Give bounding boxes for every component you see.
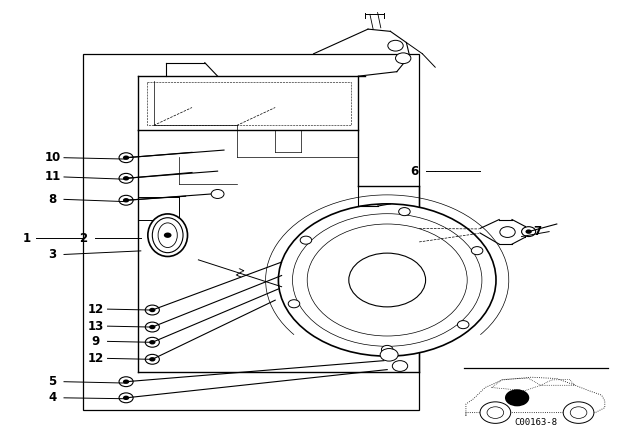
Text: 3: 3 bbox=[49, 248, 56, 261]
Circle shape bbox=[480, 402, 511, 423]
Circle shape bbox=[149, 325, 156, 329]
Circle shape bbox=[300, 236, 312, 244]
Ellipse shape bbox=[152, 218, 183, 253]
Circle shape bbox=[487, 407, 504, 418]
Circle shape bbox=[525, 229, 532, 234]
Ellipse shape bbox=[148, 214, 188, 256]
Circle shape bbox=[381, 345, 393, 353]
Circle shape bbox=[278, 204, 496, 356]
Polygon shape bbox=[466, 377, 605, 416]
Circle shape bbox=[522, 227, 536, 237]
Text: 8: 8 bbox=[49, 193, 56, 206]
Circle shape bbox=[570, 407, 587, 418]
Circle shape bbox=[145, 305, 159, 315]
Text: 6: 6 bbox=[411, 164, 419, 178]
Circle shape bbox=[119, 153, 133, 163]
Circle shape bbox=[145, 337, 159, 347]
Text: 4: 4 bbox=[49, 391, 56, 405]
Circle shape bbox=[388, 40, 403, 51]
Circle shape bbox=[164, 233, 172, 238]
Text: 1: 1 bbox=[23, 232, 31, 245]
Circle shape bbox=[123, 379, 129, 384]
Text: 11: 11 bbox=[44, 170, 61, 184]
Circle shape bbox=[145, 322, 159, 332]
Circle shape bbox=[119, 377, 133, 387]
Circle shape bbox=[458, 321, 469, 329]
Circle shape bbox=[288, 300, 300, 308]
Bar bbox=[83, 54, 419, 410]
Circle shape bbox=[123, 155, 129, 160]
Circle shape bbox=[563, 402, 594, 423]
Text: 12: 12 bbox=[88, 352, 104, 365]
Circle shape bbox=[119, 393, 133, 403]
Circle shape bbox=[380, 349, 398, 361]
Circle shape bbox=[119, 173, 133, 183]
Text: 7: 7 bbox=[534, 225, 541, 238]
Text: Z: Z bbox=[234, 268, 244, 280]
Text: 2: 2 bbox=[79, 232, 87, 245]
Circle shape bbox=[211, 190, 224, 198]
Circle shape bbox=[471, 246, 483, 254]
Ellipse shape bbox=[158, 223, 177, 247]
Text: 13: 13 bbox=[88, 319, 104, 333]
Circle shape bbox=[149, 357, 156, 362]
Circle shape bbox=[123, 396, 129, 400]
Circle shape bbox=[392, 361, 408, 371]
Circle shape bbox=[119, 195, 133, 205]
Circle shape bbox=[123, 198, 129, 202]
Circle shape bbox=[396, 53, 411, 64]
Circle shape bbox=[500, 227, 515, 237]
Text: 12: 12 bbox=[88, 302, 104, 316]
Text: C00163-8: C00163-8 bbox=[515, 418, 558, 427]
Text: 9: 9 bbox=[92, 335, 100, 348]
Circle shape bbox=[399, 207, 410, 215]
Circle shape bbox=[505, 389, 529, 406]
Text: 10: 10 bbox=[44, 151, 61, 164]
Circle shape bbox=[145, 354, 159, 364]
Text: 5: 5 bbox=[49, 375, 56, 388]
Circle shape bbox=[149, 340, 156, 345]
Circle shape bbox=[123, 176, 129, 181]
Circle shape bbox=[149, 308, 156, 312]
